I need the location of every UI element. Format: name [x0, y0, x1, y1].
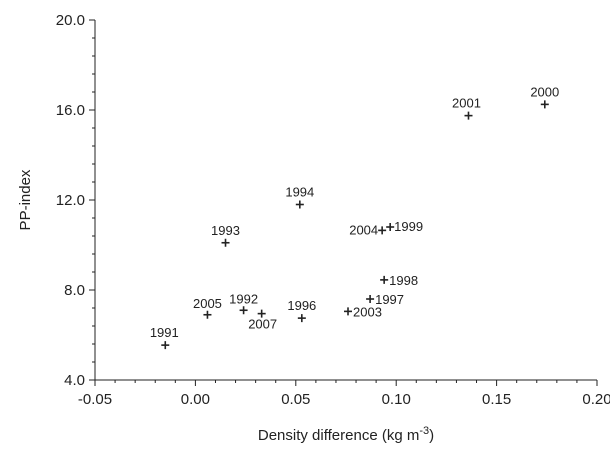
data-point: 1996	[287, 298, 316, 323]
y-tick-label: 4.0	[64, 372, 85, 389]
x-axis-title-end: )	[429, 427, 434, 444]
x-tick-label: 0.15	[482, 391, 511, 408]
data-point: 1993	[211, 223, 240, 247]
y-tick-label: 16.0	[56, 102, 85, 119]
x-axis-title: Density difference (kg m-3)	[258, 425, 434, 444]
data-point: 1999	[386, 219, 423, 234]
data-points: 1991 1992 1993 1994 1996 1997 1998 1999 2000 2001…	[150, 84, 559, 350]
x-axis-ticks: -0.05 0.00 0.05 0.10 0.15 0.20	[78, 380, 610, 408]
data-point: 1998	[380, 273, 418, 288]
point-label: 1993	[211, 223, 240, 238]
y-tick-label: 8.0	[64, 282, 85, 299]
x-tick-label: 0.10	[382, 391, 411, 408]
data-point: 2005	[193, 296, 222, 319]
y-axis-ticks: 4.0 8.0 12.0 16.0 20.0	[56, 12, 95, 389]
point-label: 1992	[229, 291, 258, 306]
x-tick-label: 0.00	[181, 391, 210, 408]
data-point: 1991	[150, 325, 179, 350]
y-tick-label: 12.0	[56, 192, 85, 209]
x-axis-title-superscript: -3	[419, 425, 429, 437]
data-point: 2001	[452, 96, 481, 120]
point-label: 1996	[287, 298, 316, 313]
y-axis-title: PP-index	[17, 169, 34, 230]
point-label: 1994	[285, 185, 314, 200]
x-tick-label: -0.05	[78, 391, 112, 408]
data-point: 2004	[349, 222, 387, 237]
data-point: 1997	[366, 292, 404, 307]
point-label: 2003	[353, 304, 382, 319]
x-tick-label: 0.05	[281, 391, 310, 408]
data-point: 2007	[248, 309, 277, 332]
x-tick-label: 0.20	[582, 391, 610, 408]
point-label: 2000	[530, 84, 559, 99]
data-point: 1994	[285, 185, 314, 209]
point-label: 2004	[349, 222, 378, 237]
point-label: 2001	[452, 96, 481, 111]
point-label: 1998	[389, 273, 418, 288]
point-label: 1999	[394, 219, 423, 234]
data-point: 2000	[530, 84, 559, 109]
y-tick-label: 20.0	[56, 12, 85, 29]
point-label: 2007	[248, 317, 277, 332]
data-point: 1992	[229, 291, 258, 315]
point-label: 1991	[150, 325, 179, 340]
data-point: 2003	[344, 304, 382, 319]
point-label: 1997	[375, 292, 404, 307]
x-axis-title-main: Density difference (kg m	[258, 427, 419, 444]
point-label: 2005	[193, 296, 222, 311]
